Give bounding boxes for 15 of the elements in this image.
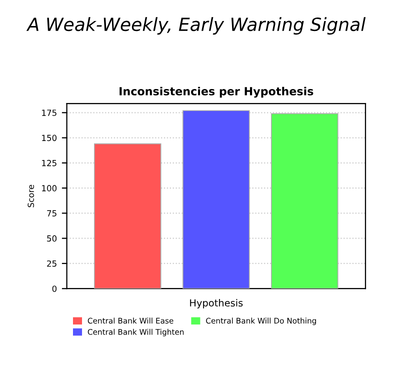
y-tick-label: 50: [47, 235, 57, 242]
x-axis-title: Hypothesis: [190, 299, 243, 308]
chart-title: A Weak-Weekly, Early Warning Signal: [26, 17, 366, 35]
y-tick-label: 175: [42, 110, 56, 116]
chart-subtitle: Inconsistencies per Hypothesis: [120, 86, 314, 98]
y-axis-title: Score: [28, 184, 34, 208]
bar: [94, 143, 162, 289]
bar: [182, 110, 250, 289]
y-tick-label: 150: [42, 134, 57, 142]
y-tick-label: 25: [47, 260, 56, 267]
y-tick-label: 100: [42, 185, 57, 192]
bar: [271, 113, 338, 289]
y-tick-label: 125: [42, 160, 56, 166]
y-tick-label: 0: [52, 286, 57, 292]
y-tick-label: 75: [47, 210, 56, 216]
